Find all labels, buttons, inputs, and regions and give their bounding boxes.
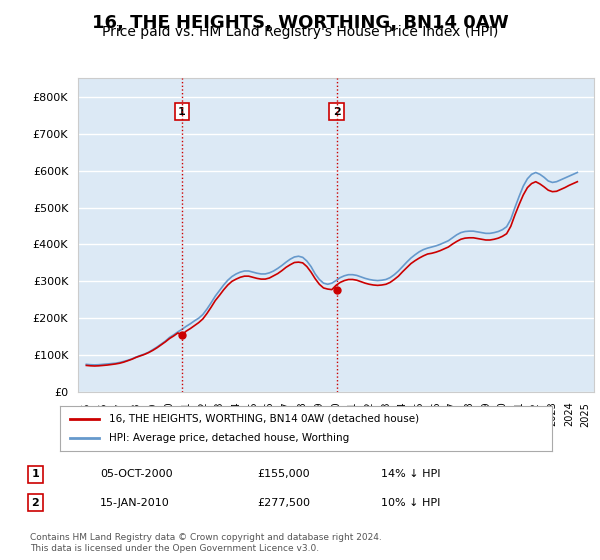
Text: 2: 2 <box>32 498 39 508</box>
Text: £155,000: £155,000 <box>257 469 310 479</box>
Text: 15-JAN-2010: 15-JAN-2010 <box>100 498 170 508</box>
Text: HPI: Average price, detached house, Worthing: HPI: Average price, detached house, Wort… <box>109 433 349 444</box>
Text: £277,500: £277,500 <box>257 498 310 508</box>
Text: 2: 2 <box>333 106 341 116</box>
Text: 16, THE HEIGHTS, WORTHING, BN14 0AW: 16, THE HEIGHTS, WORTHING, BN14 0AW <box>92 14 508 32</box>
Text: 1: 1 <box>32 469 39 479</box>
Text: Contains HM Land Registry data © Crown copyright and database right 2024.
This d: Contains HM Land Registry data © Crown c… <box>30 533 382 553</box>
Text: 1: 1 <box>178 106 186 116</box>
Text: Price paid vs. HM Land Registry's House Price Index (HPI): Price paid vs. HM Land Registry's House … <box>102 25 498 39</box>
Text: 14% ↓ HPI: 14% ↓ HPI <box>381 469 440 479</box>
Text: 16, THE HEIGHTS, WORTHING, BN14 0AW (detached house): 16, THE HEIGHTS, WORTHING, BN14 0AW (det… <box>109 413 419 423</box>
Text: 05-OCT-2000: 05-OCT-2000 <box>100 469 173 479</box>
Text: 10% ↓ HPI: 10% ↓ HPI <box>381 498 440 508</box>
